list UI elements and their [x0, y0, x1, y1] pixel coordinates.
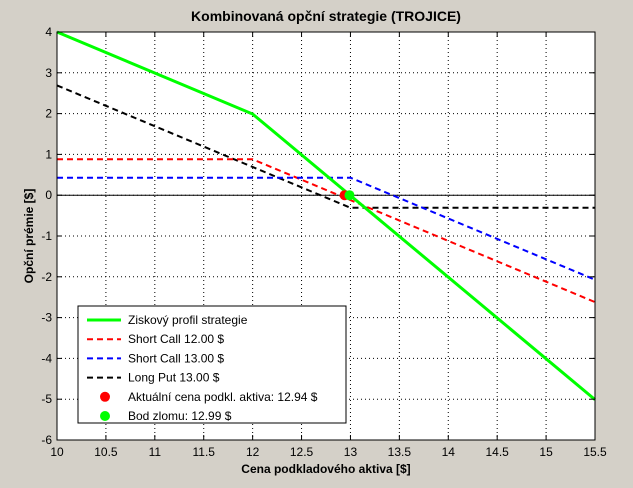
legend-label-2: Short Call 13.00 $	[128, 351, 224, 365]
y-tick-label: -4	[41, 351, 52, 365]
y-tick-label: -1	[41, 229, 52, 243]
y-tick-label: -6	[41, 433, 52, 447]
legend-marker-0	[100, 391, 110, 402]
y-tick-label: -2	[41, 270, 52, 284]
y-tick-label: -5	[41, 392, 52, 406]
x-tick-label: 15	[539, 445, 553, 459]
series-line-3	[56, 84, 595, 209]
markers-group	[339, 190, 355, 201]
x-tick-label: 14.5	[486, 445, 510, 459]
x-tick-label: 10	[50, 445, 64, 459]
y-axis-ticks: 4 3 2 1 0 -1 -2 -3 -4 -5 -6	[41, 25, 595, 447]
y-tick-label: 2	[45, 107, 52, 121]
x-tick-label: 12	[246, 445, 260, 459]
marker-point-1	[344, 190, 355, 201]
x-axis-ticks: 10 10.5 11 11.5 12 12.5 13 13.5 14 14.5 15 15.5	[50, 32, 607, 459]
y-tick-label: 3	[45, 66, 52, 80]
y-tick-label: 4	[45, 25, 52, 39]
series-group	[56, 30, 596, 401]
legend-marker-1	[100, 411, 110, 421]
y-axis-label: Opční prémie [$]	[22, 189, 36, 284]
legend-marker-label-0: Aktuální cena podkl. aktiva: 12.94 $	[128, 390, 318, 404]
x-tick-label: 14	[442, 445, 456, 459]
series-line-1	[57, 158, 596, 304]
x-axis-label: Cena podkladového aktiva [$]	[241, 462, 410, 476]
x-tick-label: 15.5	[583, 445, 607, 459]
y-tick-label: 1	[45, 147, 52, 161]
y-tick-label: 0	[45, 188, 52, 202]
legend-label-3: Long Put 13.00 $	[128, 371, 220, 385]
series-line-0	[56, 30, 596, 401]
x-tick-label: 11.5	[192, 445, 215, 459]
y-tick-label: -3	[41, 311, 52, 325]
legend-marker-label-1: Bod zlomu: 12.99 $	[128, 409, 232, 423]
x-tick-label: 13.5	[388, 445, 412, 459]
x-tick-label: 12.5	[290, 445, 314, 459]
legend-label-1: Short Call 12.00 $	[128, 332, 224, 346]
legend: Ziskový profil strategie Short Call 12.00…	[77, 305, 347, 424]
x-tick-label: 10.5	[94, 445, 118, 459]
legend-label-0: Ziskový profil strategie	[128, 313, 248, 327]
legend-box	[77, 305, 347, 424]
x-tick-label: 11	[149, 445, 162, 459]
series-line-2	[57, 176, 596, 281]
x-tick-label: 13	[344, 445, 358, 459]
chart-title: Kombinovaná opční strategie (TROJICE)	[191, 8, 461, 24]
